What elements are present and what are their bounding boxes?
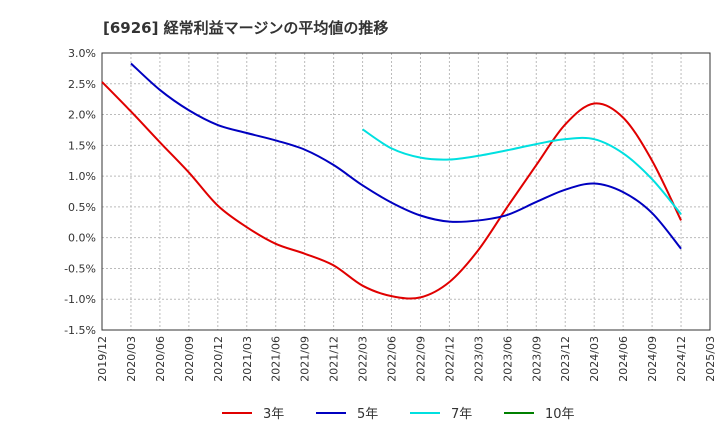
x-tick-label: 2024/03 [588, 336, 601, 382]
x-tick-label: 2024/06 [617, 336, 630, 382]
x-tick-label: 2022/12 [443, 336, 456, 382]
y-tick-label: -0.5% [64, 262, 96, 275]
y-tick-label: 1.0% [68, 170, 96, 183]
y-tick-label: 0.0% [68, 232, 96, 245]
x-tick-label: 2020/12 [212, 336, 225, 382]
y-tick-label: 1.5% [68, 139, 96, 152]
chart-title: [6926] 経常利益マージンの平均値の推移 [103, 19, 388, 37]
x-tick-label: 2021/12 [328, 336, 341, 382]
y-tick-label: 3.0% [68, 47, 96, 60]
series-line-2 [362, 128, 682, 215]
legend-label: 3年 [263, 407, 284, 422]
x-tick-label: 2020/09 [183, 336, 196, 382]
x-tick-label: 2020/06 [154, 336, 167, 382]
x-tick-label: 2021/09 [299, 336, 312, 382]
x-tick-label: 2023/03 [472, 336, 485, 382]
series-line-0 [101, 81, 682, 300]
x-tick-label: 2022/03 [357, 336, 370, 382]
x-tick-label: 2025/03 [704, 336, 717, 382]
y-tick-label: 2.5% [68, 78, 96, 91]
y-tick-label: -1.5% [64, 324, 96, 337]
plot-border [101, 52, 711, 331]
y-tick-label: 2.0% [68, 109, 96, 122]
x-axis: 2019/12 2020/03 2020/06 2020/09 2020/12 2021/… [96, 336, 717, 382]
x-tick-label: 2022/09 [414, 336, 427, 382]
legend-label: 7年 [451, 407, 472, 422]
y-axis: 3.0% 2.5% 2.0% 1.5% 1.0% 0.5% 0.0% -0.5% -1.0% -1… [64, 47, 96, 337]
x-tick-label: 2024/12 [675, 336, 688, 382]
x-tick-label: 2021/03 [241, 336, 254, 382]
y-tick-label: 0.5% [68, 201, 96, 214]
x-tick-label: 2023/06 [501, 336, 514, 382]
x-tick-label: 2020/03 [125, 336, 138, 382]
x-tick-label: 2022/06 [386, 336, 399, 382]
grid-lines [101, 52, 711, 331]
x-tick-label: 2023/12 [559, 336, 572, 382]
series-lines [101, 62, 682, 300]
x-tick-label: 2023/09 [530, 336, 543, 382]
legend-label: 5年 [357, 407, 378, 422]
legend-label: 10年 [545, 407, 575, 422]
legend: 3年 5年 7年 10年 [222, 407, 575, 422]
x-tick-label: 2024/09 [646, 336, 659, 382]
x-tick-label: 2019/12 [96, 336, 109, 382]
series-line-1 [130, 62, 682, 250]
x-tick-label: 2021/06 [270, 336, 283, 382]
y-tick-label: -1.0% [64, 293, 96, 306]
